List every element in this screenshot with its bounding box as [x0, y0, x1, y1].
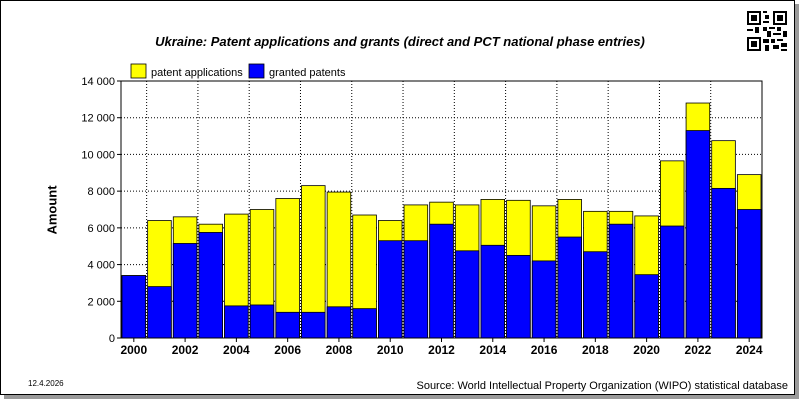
bar-granted-2003: [198, 232, 223, 339]
bar-granted-2009: [352, 308, 377, 339]
legend: patent applications granted patents: [130, 63, 346, 79]
bars: [121, 102, 762, 339]
x-tick-label: 2008: [326, 343, 353, 357]
bar-granted-2006: [275, 311, 300, 339]
y-tick-label: 6 000: [87, 223, 115, 235]
y-tick-label: 14 000: [81, 76, 115, 88]
x-tick-label: 2022: [685, 343, 712, 357]
x-tick-label: 2014: [479, 343, 506, 357]
bar-granted-2024: [736, 209, 762, 339]
x-tick-label: 2004: [223, 343, 250, 357]
y-tick-label: 10 000: [81, 149, 115, 161]
bar-granted-2011: [403, 240, 429, 339]
bar-granted-2008: [326, 306, 352, 339]
x-tick-label: 2024: [736, 343, 763, 357]
y-tick-label: 0: [109, 333, 115, 345]
chart-title: Ukraine: Patent applications and grants …: [155, 34, 645, 49]
x-axis-ticks: 2000 2002 2004 2006 2008 2010 2012 2014 2016 2018…: [120, 338, 763, 357]
y-axis-ticks: 0 2 000 4 000 6 000 8 000 10 000 12 000 14 000: [81, 76, 121, 345]
bar-granted-2002: [172, 243, 198, 339]
bar-granted-2020: [634, 274, 659, 339]
bar-granted-2017: [557, 236, 582, 339]
bar-granted-2012: [429, 223, 454, 339]
x-tick-label: 2016: [531, 343, 558, 357]
bar-granted-2022: [685, 130, 711, 339]
date-stamp: 12.4.2026: [28, 379, 64, 388]
y-tick-label: 2 000: [87, 296, 115, 308]
bar-granted-2013: [454, 250, 480, 339]
y-tick-label: 4 000: [87, 260, 115, 272]
bar-granted-2001: [147, 286, 172, 339]
bar-granted-2005: [249, 304, 275, 339]
x-tick-label: 2006: [274, 343, 301, 357]
x-tick-label: 2018: [582, 343, 609, 357]
qr-code-icon: [747, 11, 787, 51]
legend-swatch-applications: [130, 63, 147, 79]
legend-label-granted: granted patents: [269, 67, 346, 79]
y-tick-label: 8 000: [87, 186, 115, 198]
bar-granted-2019: [608, 223, 634, 339]
bar-granted-2015: [506, 254, 531, 339]
x-tick-label: 2002: [172, 343, 199, 357]
x-tick-label: 2020: [633, 343, 660, 357]
y-tick-label: 12 000: [81, 113, 115, 125]
source-note: Source: World Intellectual Property Orga…: [416, 380, 788, 392]
bar-granted-2007: [301, 311, 326, 339]
bar-granted-2023: [711, 187, 736, 339]
x-tick-label: 2010: [377, 343, 404, 357]
bar-granted-2018: [583, 251, 608, 339]
bar-granted-2014: [480, 244, 505, 339]
legend-label-applications: patent applications: [151, 67, 243, 79]
bar-granted-2010: [377, 240, 403, 339]
bar-granted-2004: [224, 305, 249, 339]
bar-granted-2016: [531, 260, 557, 339]
x-tick-label: 2012: [428, 343, 455, 357]
legend-swatch-granted: [248, 63, 265, 79]
bar-granted-2000: [121, 275, 147, 339]
x-tick-label: 2000: [120, 343, 147, 357]
bar-granted-2021: [660, 225, 685, 339]
